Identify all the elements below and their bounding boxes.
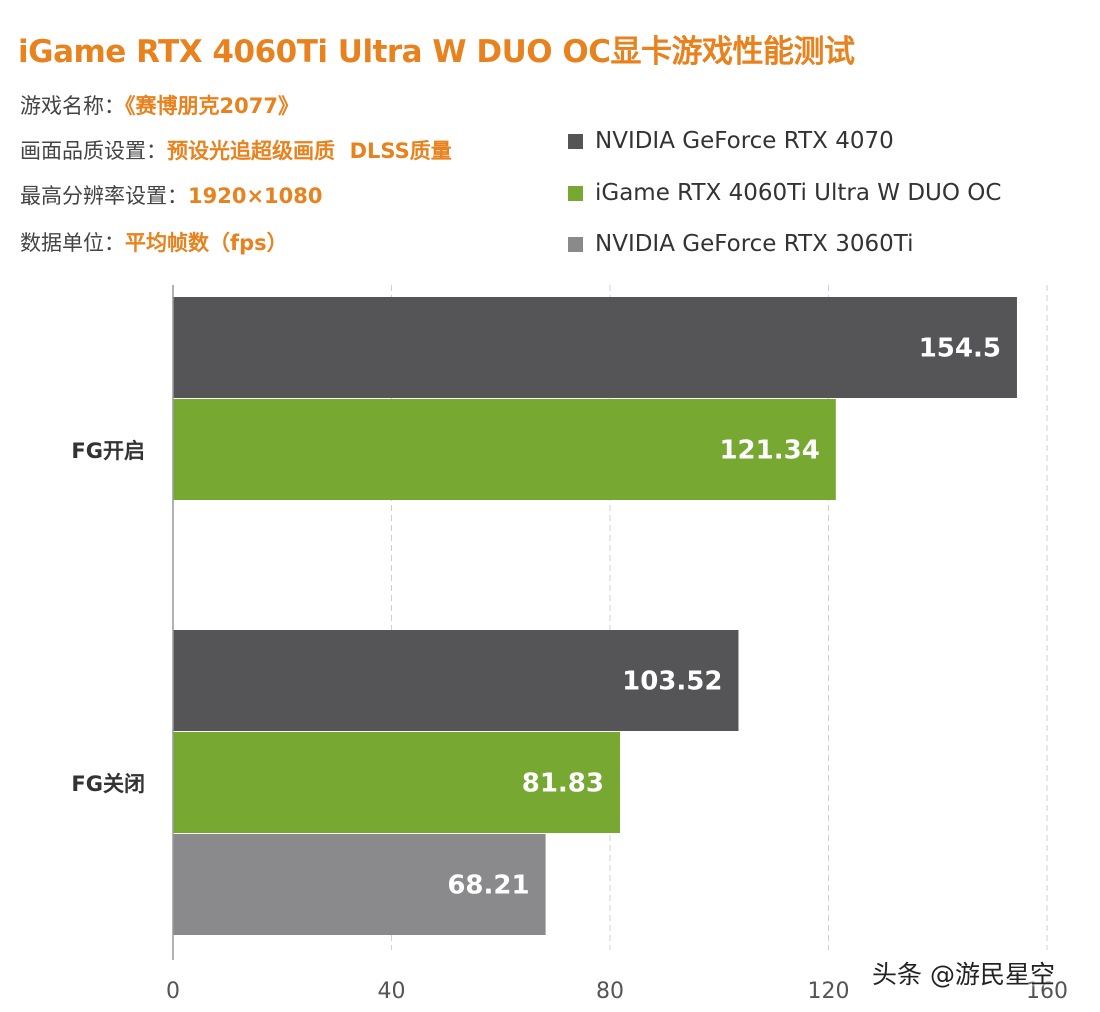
bar (173, 297, 1017, 398)
legend-label: iGame RTX 4060Ti Ultra W DUO OC (595, 180, 1002, 206)
x-tick-label: 160 (1026, 979, 1068, 1004)
category-label: FG开启 (71, 439, 145, 463)
x-tick-label: 80 (596, 979, 624, 1004)
bar (173, 834, 546, 935)
info-resolution: 最高分辨率设置：1920×1080 (20, 180, 323, 210)
legend-label: NVIDIA GeForce RTX 4070 (595, 128, 894, 154)
bar (173, 399, 836, 500)
bar-value-label: 154.5 (919, 334, 1001, 364)
category-label: FG关闭 (71, 772, 145, 796)
legend-swatch (568, 236, 583, 252)
info-value: 《赛博朋克2077》 (125, 94, 299, 118)
x-tick-label: 40 (378, 979, 406, 1004)
info-unit: 数据单位：平均帧数（fps） (20, 227, 288, 257)
info-label: 游戏名称： (20, 94, 125, 118)
legend-swatch (568, 133, 583, 149)
watermark: 头条 @游民星空 (872, 960, 1055, 989)
info-label: 最高分辨率设置： (20, 184, 188, 208)
info-game: 游戏名称：《赛博朋克2077》 (20, 90, 299, 120)
info-label: 数据单位： (20, 231, 125, 255)
bar-value-label: 103.52 (622, 667, 722, 697)
bar-value-label: 68.21 (447, 871, 529, 901)
legend-label: NVIDIA GeForce RTX 3060Ti (595, 231, 914, 257)
legend-swatch (568, 185, 583, 201)
info-value: 平均帧数（fps） (125, 231, 288, 255)
x-tick-label: 0 (166, 979, 180, 1004)
bar-value-label: 121.34 (719, 436, 819, 466)
legend-item-rtx3060ti: NVIDIA GeForce RTX 3060Ti (568, 231, 913, 257)
legend-item-rtx4070: NVIDIA GeForce RTX 4070 (568, 128, 894, 154)
x-tick-label: 120 (808, 979, 850, 1004)
info-quality: 画面品质设置：预设光追超级画质 DLSS质量 (20, 135, 452, 165)
bar (173, 732, 620, 833)
chart-title: iGame RTX 4060Ti Ultra W DUO OC显卡游戏性能测试 (18, 34, 855, 70)
info-value: 1920×1080 (188, 184, 323, 208)
bar (173, 630, 739, 731)
info-label: 画面品质设置： (20, 139, 167, 163)
info-value: 预设光追超级画质 DLSS质量 (167, 139, 452, 163)
legend-item-4060ti: iGame RTX 4060Ti Ultra W DUO OC (568, 180, 1001, 206)
bar-value-label: 81.83 (522, 769, 604, 799)
